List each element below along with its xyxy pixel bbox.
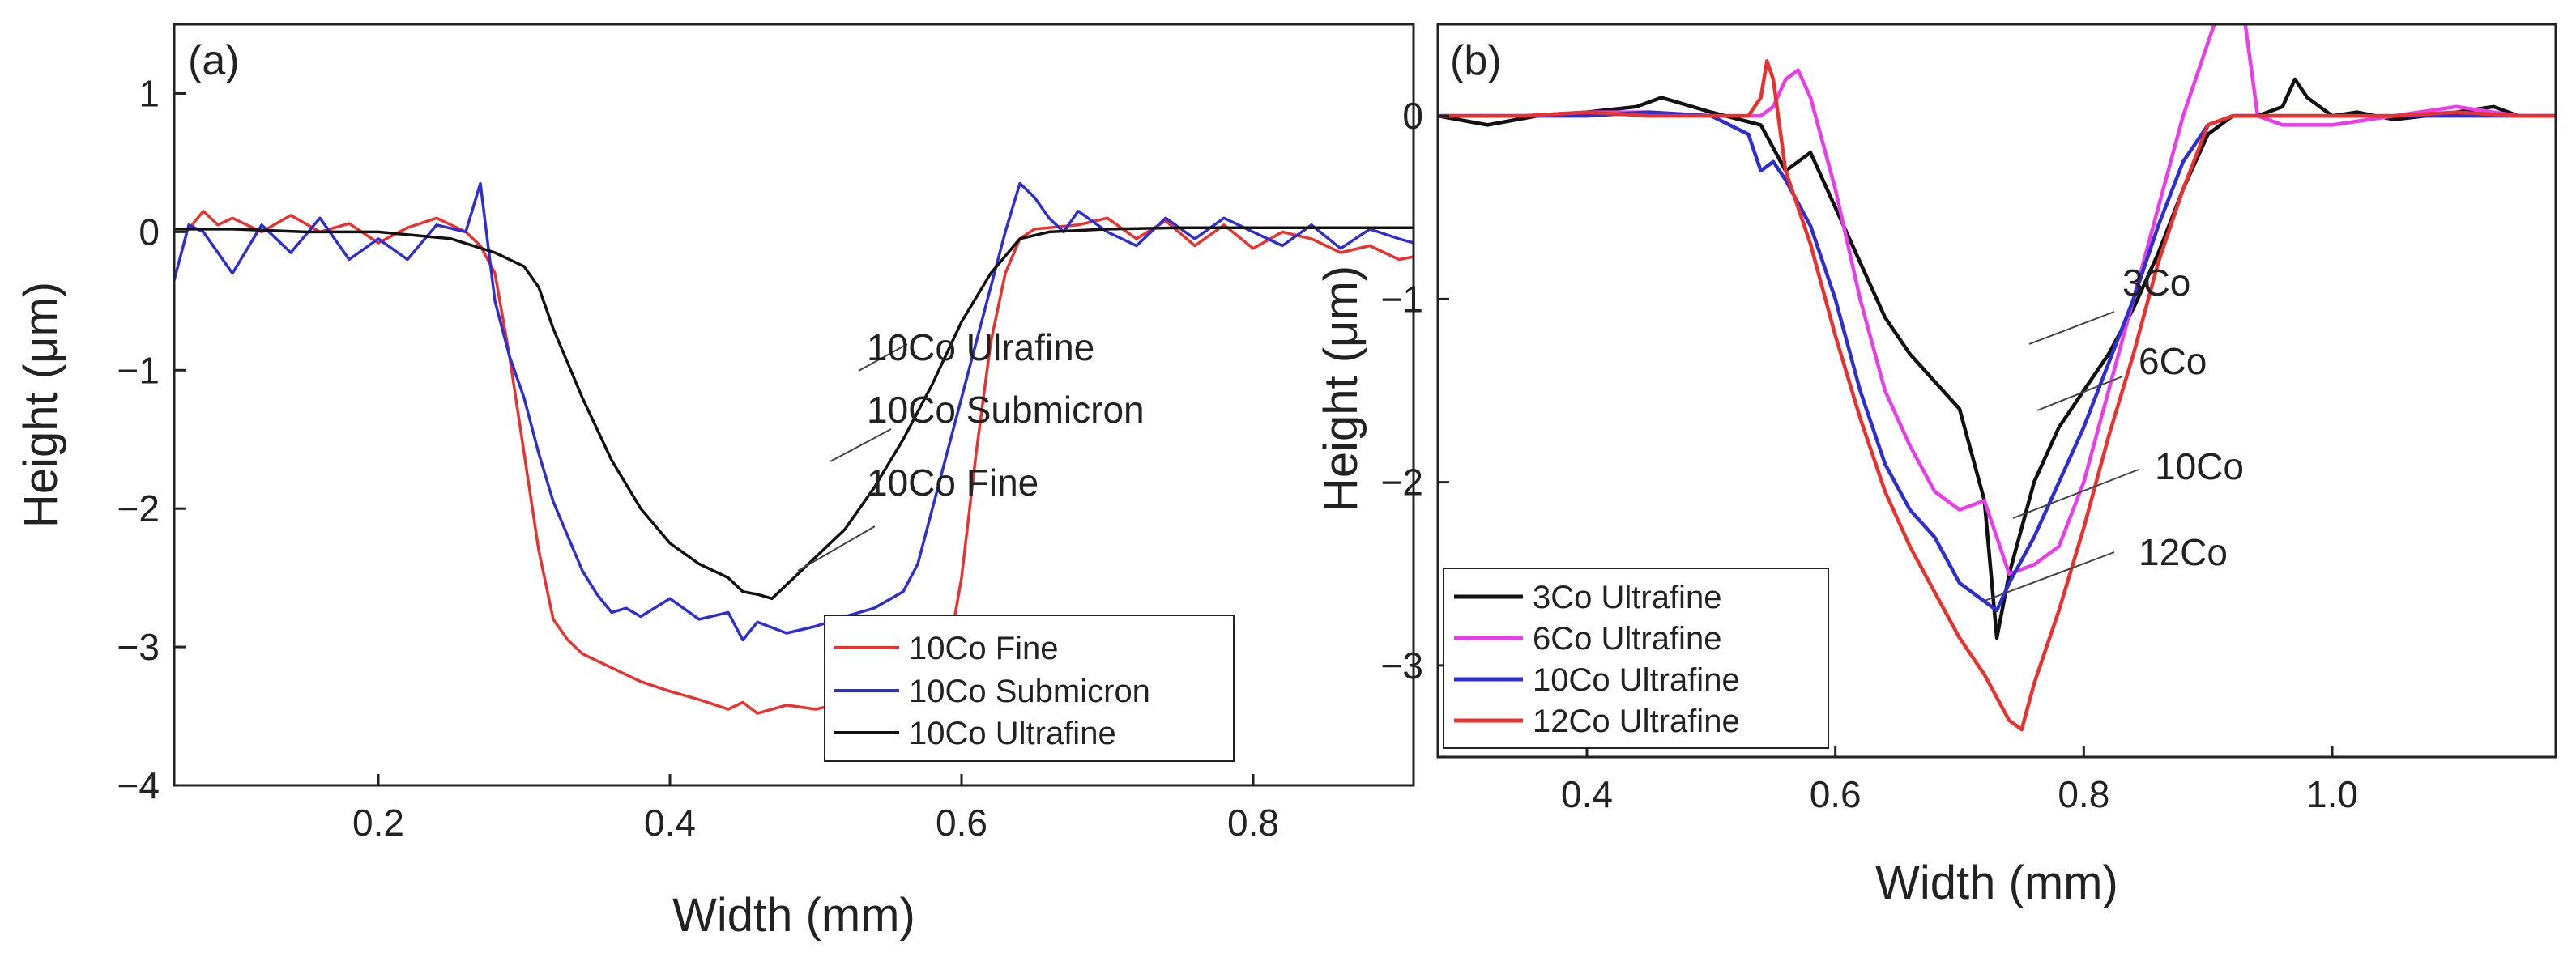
y-tick-label-b: −3: [1381, 644, 1423, 687]
series-line-b-12co-ultrafine: [1438, 59, 2556, 732]
panel-b-x-axis-title: Width (mm): [1875, 857, 2118, 909]
y-tick-label-a: 0: [139, 211, 160, 253]
series-line-b-6co-ultrafine: [1438, 24, 2556, 576]
annotation-leader-6co: [2036, 376, 2123, 411]
y-tick-label-b: 0: [1402, 95, 1423, 137]
x-tick-label-a: 0.2: [352, 802, 404, 844]
annotation-leader-10co-fine: [797, 525, 876, 572]
x-tick-label-a: 0.4: [644, 802, 696, 844]
y-tick-label-b: −1: [1381, 278, 1423, 320]
annotation-leader-10co-ultrafine: [858, 343, 908, 372]
y-tick-label-b: −2: [1381, 461, 1423, 504]
panel-a-x-ticks: 0.2 0.4 0.6 0.8: [352, 774, 1279, 844]
panel-a-series-group: [174, 181, 1414, 715]
annotation-leader-12co: [1984, 551, 2115, 602]
panel-a-legend-box: [824, 615, 1235, 762]
annotation-3co: 3Co: [2122, 262, 2190, 304]
panel-a-x-axis-title: Width (mm): [672, 889, 915, 942]
x-tick-label-b: 0.8: [2058, 773, 2109, 815]
panel-b-chart: 0.4 0.6 0.8 1.0 0 −1 −2 −3 (b) Width (mm) Heig…: [1315, 23, 2557, 909]
panel-a-y-axis-title: Height (μm): [15, 282, 67, 528]
legend-label-10co-ultrafine: 10Co Ultrafine: [909, 716, 1116, 751]
annotation-6co: 6Co: [2139, 340, 2207, 382]
annotation-leader-3co: [2028, 311, 2115, 345]
panel-a-chart: 0.2 0.4 0.6 0.8 1 0 −1 −2 −3 −4 (a) Width (mm) H…: [15, 23, 1415, 942]
legend-label-6co-ultrafine: 6Co Ultrafine: [1533, 621, 1721, 657]
panel-b-y-axis-title: Height (μm): [1315, 266, 1367, 512]
annotation-12co: 12Co: [2139, 531, 2228, 573]
x-tick-label-b: 0.4: [1561, 773, 1613, 815]
legend-label-10co-ultrafine-b: 10Co Ultrafine: [1533, 662, 1740, 698]
annotation-10co-fine: 10Co Fine: [867, 461, 1039, 504]
annotation-10co-submicron: 10Co Submicron: [867, 389, 1145, 431]
series-line-a-10co-submicron: [174, 181, 1414, 642]
x-tick-label-b: 0.6: [1810, 773, 1862, 815]
panel-a-legend: 10Co Fine 10Co Submicron 10Co Ultrafine: [824, 615, 1235, 762]
panel-a-label: (a): [188, 37, 240, 84]
x-tick-label-b: 1.0: [2306, 773, 2358, 815]
y-tick-label-a: 1: [139, 72, 160, 114]
y-tick-label-a: −4: [117, 764, 160, 806]
legend-label-10co-fine: 10Co Fine: [909, 631, 1059, 666]
annotation-leader-10co-submicron: [830, 428, 892, 462]
panel-b-series-group: [1438, 24, 2556, 732]
y-tick-label-a: −2: [117, 487, 160, 530]
legend-label-3co-ultrafine: 3Co Ultrafine: [1533, 580, 1721, 615]
y-tick-label-a: −1: [117, 349, 160, 391]
y-tick-label-a: −3: [117, 626, 160, 668]
x-tick-label-a: 0.6: [936, 802, 987, 844]
panel-b-x-ticks: 0.4 0.6 0.8 1.0: [1561, 746, 2358, 815]
annotation-leader-10co: [2012, 469, 2139, 519]
panel-b-legend: 3Co Ultrafine 6Co Ultrafine 10Co Ultrafi…: [1443, 568, 1829, 749]
panel-b-y-ticks: 0 −1 −2 −3: [1381, 95, 1449, 687]
x-tick-label-a: 0.8: [1227, 802, 1279, 844]
annotation-10co-ultrafine: 10Co Ulrafine: [867, 326, 1094, 368]
legend-label-12co-ultrafine: 12Co Ultrafine: [1533, 704, 1740, 739]
annotation-10co: 10Co: [2155, 445, 2244, 487]
panel-b-plot-frame: [1436, 23, 2557, 759]
panel-a-plot-frame: [173, 23, 1415, 787]
legend-label-10co-submicron: 10Co Submicron: [909, 674, 1150, 709]
panel-a-y-ticks: 1 0 −1 −2 −3 −4: [117, 72, 186, 806]
series-line-a-10co-ultrafine: [174, 226, 1414, 601]
panel-b-label: (b): [1450, 37, 1502, 84]
